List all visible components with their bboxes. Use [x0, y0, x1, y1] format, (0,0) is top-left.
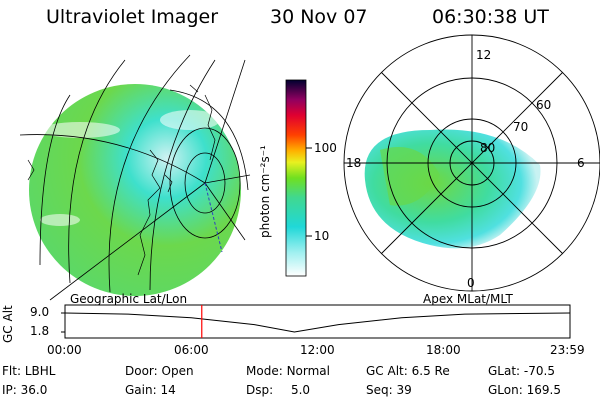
ip-value: 36.0: [20, 383, 48, 397]
door-value: Open: [161, 364, 194, 378]
timeline-xtick-1800: 18:00: [426, 343, 461, 357]
mlat-label-80: 80: [480, 141, 496, 155]
geo-meridian-marker: [204, 182, 223, 253]
mlt-label-6: 6: [577, 156, 585, 170]
geo-coastlines: [27, 84, 216, 276]
geographic-map: [19, 54, 251, 301]
geo-image-gaps: [40, 110, 220, 226]
glat-value: -70.5: [523, 364, 555, 378]
glat-info: GLat: -70.5: [488, 364, 555, 378]
gain-info: Gain: 14: [125, 383, 176, 397]
gc-alt-value: 6.5 Re: [411, 364, 450, 378]
mlt-label-18: 18: [346, 156, 362, 170]
gc-alt-info: GC Alt: 6.5 Re: [366, 364, 450, 378]
mlat-label-70: 70: [513, 120, 529, 134]
ip-info: IP: 36.0: [2, 383, 48, 397]
mode-info: Mode: Normal: [246, 364, 330, 378]
polar-grid: [343, 34, 600, 292]
colorbar-label-10: 10: [314, 229, 330, 243]
altitude-curve: [64, 312, 570, 333]
timeline-xtick-1200: 12:00: [300, 343, 335, 357]
polar-plot-label: Apex MLat/MLT: [423, 292, 513, 306]
timeline-ytick-label-top: 9.0: [30, 305, 50, 319]
gain-value: 14: [160, 383, 176, 397]
mlat-label-60: 60: [536, 98, 552, 112]
geo-map-label: Geographic Lat/Lon: [70, 292, 188, 306]
timeline-xtick-0000: 00:00: [47, 343, 82, 357]
timeline-ylabel: GC Alt: [1, 305, 15, 343]
glon-value: 169.5: [526, 383, 561, 397]
seq-value: 39: [396, 383, 412, 397]
door-info: Door: Open: [125, 364, 194, 378]
instrument-title: Ultraviolet Imager: [46, 6, 219, 28]
timeline-panel: [61, 304, 571, 339]
colorbar: [285, 79, 307, 277]
seq-info: Seq: 39: [366, 383, 412, 397]
geo-grid: [19, 54, 251, 301]
flt-info: Flt: LBHL: [2, 364, 56, 378]
mlt-label-0: 0: [467, 276, 475, 290]
auroral-oval: [364, 129, 541, 249]
mlt-label-12: 12: [476, 48, 492, 62]
glon-info: GLon: 169.5: [488, 383, 561, 397]
colorbar-unit-label: photon cm⁻²s⁻¹: [258, 145, 272, 238]
mode-value: Normal: [286, 364, 330, 378]
dsp-value: 5.0: [290, 383, 311, 397]
polar-plot: [343, 34, 600, 292]
colorbar-label-100: 100: [314, 141, 337, 155]
dsp-info: Dsp: 5.0: [246, 383, 311, 397]
image-time: 06:30:38 UT: [432, 6, 549, 28]
image-date: 30 Nov 07: [270, 6, 368, 28]
flt-value: LBHL: [24, 364, 56, 378]
timeline-xtick-2359: 23:59: [550, 343, 585, 357]
timeline-xtick-0600: 06:00: [174, 343, 209, 357]
timeline-ytick-label-bottom: 1.8: [30, 324, 50, 338]
timeline-frame: [64, 304, 571, 339]
